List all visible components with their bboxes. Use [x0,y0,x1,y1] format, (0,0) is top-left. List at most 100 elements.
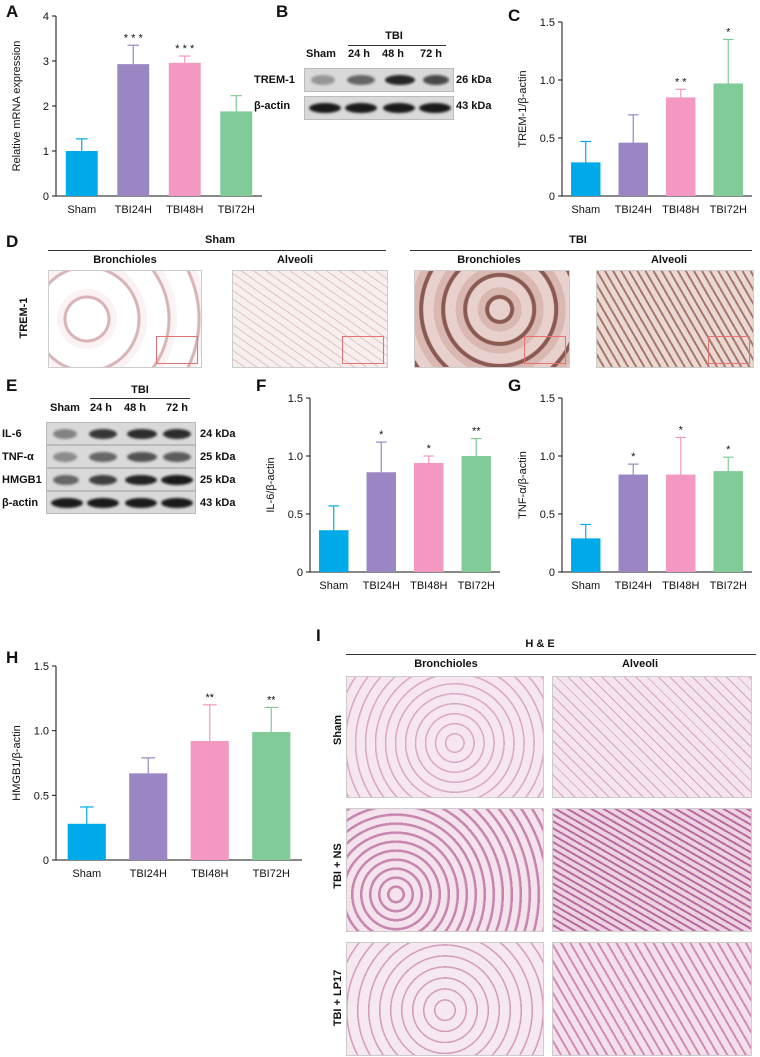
y-axis-label: Relative mRNA expression [11,41,23,172]
x-tick-label: Sham [72,868,101,880]
d-group-sham: Sham [205,234,235,246]
x-tick-label: TBI48H [191,868,228,880]
bar [168,62,201,196]
d-col-1: Bronchioles [93,254,157,266]
i-row-3: TBI + LP17 [332,969,344,1027]
x-tick-label: TBI72H [253,868,290,880]
blot-panel-e: TBI Sham 24 h 48 h 72 h IL-6 TNF-α HMGB1… [0,380,250,520]
i-img-sham-alveoli [552,676,752,798]
x-tick-label: Sham [67,204,96,216]
significance-mark: * * * [175,43,195,55]
bar [190,741,229,860]
y-tick-label: 1.5 [288,393,303,405]
blot-b-trem1-row [304,68,454,92]
blot-e-lane-1: Sham [50,402,80,414]
blot-e-row-label-2: TNF-α [2,451,34,463]
d-img-sham-alveoli [232,270,388,368]
bar [666,474,696,572]
i-title: H & E [525,638,555,650]
d-img-tbi-bronchioles [414,270,570,368]
panel-letter-c: C [508,6,521,25]
y-tick-label: 0 [549,191,555,203]
i-img-ns-alveoli [552,808,752,932]
i-row-2: TBI + NS [332,843,344,889]
significance-mark: * [726,26,731,38]
bar [713,83,743,196]
blot-e-row-label-1: IL-6 [2,428,22,440]
blot-e-lane-2: 24 h [90,402,113,414]
chart-f: 0 0.5 1.0 1.5 IL-6/β-actin Sham * TBI24H * TBI48H… [265,393,500,592]
y-tick-label: 0.5 [34,790,49,802]
x-tick-label: TBI24H [130,868,167,880]
significance-mark: * [379,429,384,441]
bar [67,823,106,860]
blot-e-kda-3: 25 kDa [200,474,236,486]
d-img-sham-bronchioles [48,270,202,368]
y-tick-label: 0 [549,567,555,579]
panel-letter-h: H [6,648,19,667]
panel-letter-a: A [6,2,19,21]
bar [713,471,743,572]
blot-e-actin-row [46,491,196,514]
blot-b-row-label-1: TREM-1 [254,74,295,86]
i-row-1: Sham [332,715,344,745]
chart-h: 0 0.5 1.0 1.5 HMGB1/β-actin Sham TBI24H ** TBI48… [11,661,302,880]
significance-mark: * [427,443,432,455]
bar [414,462,444,572]
panel-letter-f: F [256,376,267,395]
y-tick-label: 1.5 [540,17,555,29]
significance-mark: * * [675,76,687,88]
y-tick-label: 0 [43,855,49,867]
bar [319,530,349,572]
y-axis-label: TREM-1/β-actin [517,70,529,147]
blot-b-lane-1: Sham [306,48,336,60]
panel-i: H & E Bronchioles Alveoli Sham TBI + NS … [320,636,760,1057]
blot-panel-b: TBI Sham 24 h 48 h 72 h TREM-1 β-actin 2… [248,26,504,126]
y-tick-label: 0.5 [288,509,303,521]
bar [129,773,168,860]
blot-e-hmgb1-row [46,468,196,491]
y-tick-label: 0 [43,191,49,203]
y-tick-label: 1.0 [34,726,49,738]
i-img-sham-bronchioles [346,676,544,798]
d-col-3: Bronchioles [457,254,521,266]
y-axis-label: IL-6/β-actin [265,457,277,512]
bar [220,111,253,196]
i-img-ns-bronchioles [346,808,544,932]
bar [117,64,150,197]
chart-a: 0 1 2 3 4 Relative mRNA expression Sham * * * TB… [11,11,262,216]
blot-b-row-label-2: β-actin [254,100,291,112]
d-group-tbi-line [410,250,752,251]
i-img-lp17-bronchioles [346,942,544,1056]
x-tick-label: TBI48H [662,204,699,216]
blot-b-group-label: TBI [385,30,403,42]
significance-mark: * [679,424,684,436]
blot-b-kda-2: 43 kDa [456,100,492,112]
chart-c: 0 0.5 1.0 1.5 TREM-1/β-actin Sham TBI24H * * TBI… [517,17,752,216]
blot-e-group-line [90,398,190,399]
x-tick-label: TBI48H [410,580,447,592]
y-tick-label: 0.5 [540,133,555,145]
d-row-label: TREM-1 [18,297,30,339]
blot-b-actin-row [304,96,454,120]
x-tick-label: Sham [319,580,348,592]
panel-letter-g: G [508,376,522,395]
y-tick-label: 0.5 [540,509,555,521]
bar [461,456,491,572]
x-tick-label: TBI72H [458,580,495,592]
x-tick-label: TBI48H [166,204,203,216]
x-tick-label: TBI24H [615,204,652,216]
significance-mark: ** [472,426,481,438]
panel-letter-b: B [276,2,289,21]
y-tick-label: 2 [43,101,49,113]
blot-b-lane-4: 72 h [420,48,443,60]
i-title-line [346,654,756,655]
blot-e-kda-1: 24 kDa [200,428,236,440]
blot-e-tnf-row [46,445,196,468]
y-tick-label: 4 [43,11,49,23]
blot-e-group-label: TBI [131,384,149,396]
blot-b-kda-1: 26 kDa [456,74,492,86]
bar [666,97,696,196]
y-tick-label: 1 [43,146,49,158]
chart-g: 0 0.5 1.0 1.5 TNF-α/β-actin Sham * TBI24H * TBI48… [517,393,752,592]
